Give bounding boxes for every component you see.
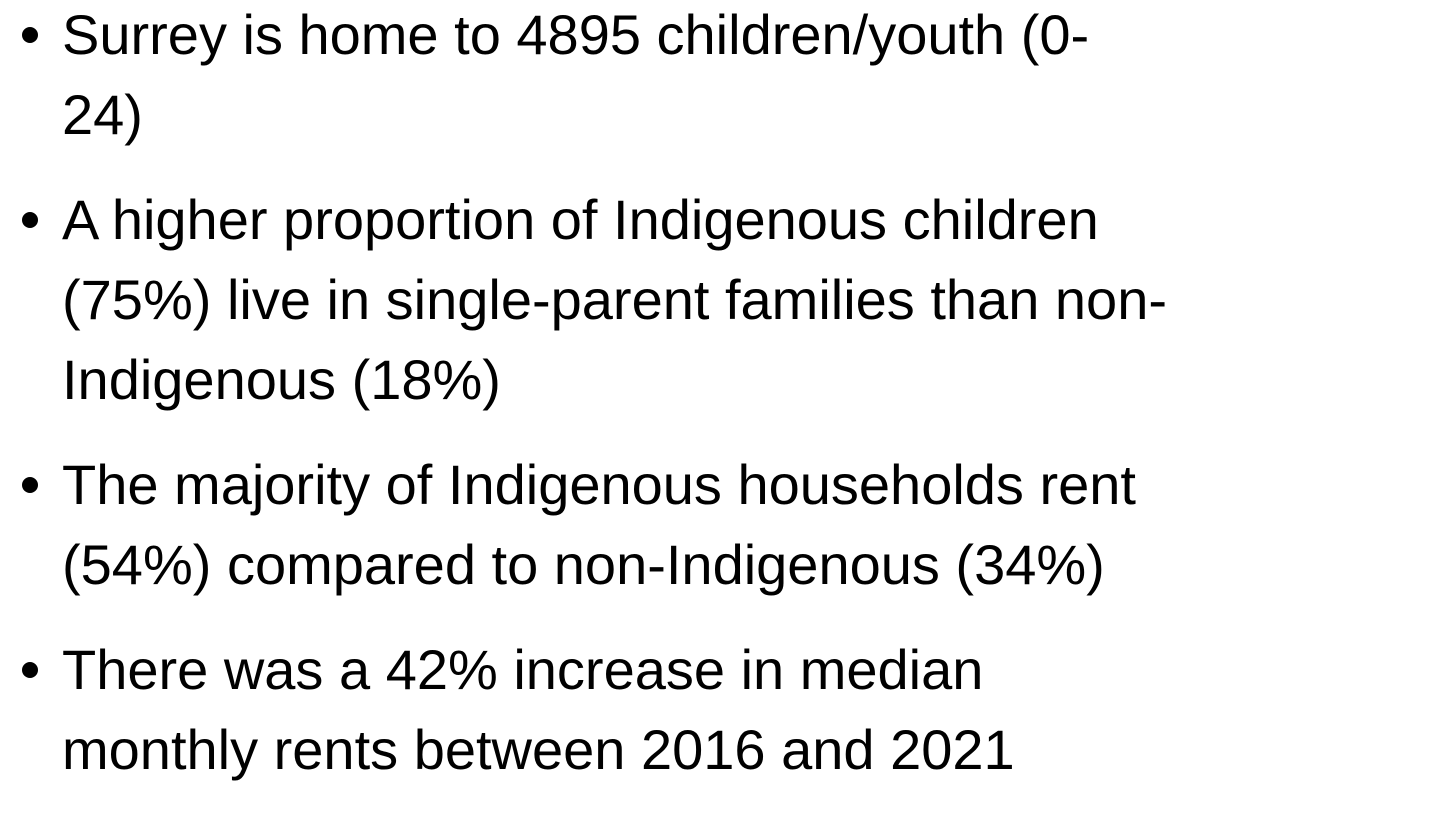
page: Surrey is home to 4895 children/youth (0… xyxy=(22,3,1167,781)
bullet-text: The majority of Indigenous households re… xyxy=(62,453,1136,516)
bullet-text: monthly rents between 2016 and 2021 xyxy=(62,718,1015,781)
slide: Surrey is home to 4895 children/youth (0… xyxy=(22,3,1167,781)
bullet-item: A higher proportion of Indigenous childr… xyxy=(0,180,1434,420)
bullet-text: 24) xyxy=(62,83,143,146)
bullet-item: The majority of Indigenous households re… xyxy=(0,445,1434,605)
bullet-item: Surrey is home to 4895 children/youth (0… xyxy=(0,0,1434,155)
bullet-item: There was a 42% increase in median monthl… xyxy=(0,630,1434,790)
bullet-text: There was a 42% increase in median xyxy=(62,638,984,701)
bullet-text: Indigenous (18%) xyxy=(62,348,501,411)
bullet-text: A higher proportion of Indigenous childr… xyxy=(62,188,1099,251)
bullet-text: (54%) compared to non-Indigenous (34%) xyxy=(62,533,1105,596)
bullet-text: Surrey is home to 4895 children/youth (0… xyxy=(62,3,1090,66)
bullet-text: (75%) live in single-parent families tha… xyxy=(62,268,1167,331)
